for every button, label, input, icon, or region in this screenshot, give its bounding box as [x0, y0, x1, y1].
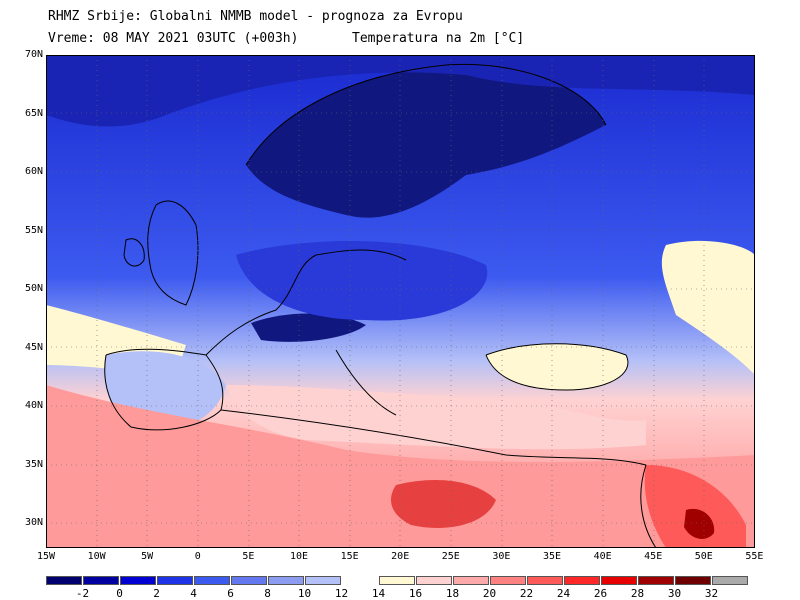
valid-time: Vreme: 08 MAY 2021 03UTC (+003h): [48, 31, 299, 46]
legend-swatch: [564, 576, 600, 585]
legend-swatch: [268, 576, 304, 585]
legend-label: 26: [593, 587, 608, 600]
lat-label: 30N: [24, 517, 43, 528]
lat-label: 55N: [24, 224, 43, 236]
field-name: Temperatura na 2m [°C]: [352, 31, 525, 46]
lon-label: 20E: [391, 551, 410, 562]
lon-label: 15E: [340, 551, 359, 562]
lat-label: 50N: [24, 283, 43, 294]
graticule: [46, 55, 755, 548]
legend-swatch: [342, 576, 378, 585]
mediterranean-mild: [226, 385, 646, 450]
legend-label: 12: [334, 587, 349, 600]
legend-swatch: [305, 576, 341, 585]
lon-label: 10W: [87, 551, 106, 562]
legend-label: 4: [190, 587, 197, 600]
coastlines: [104, 63, 657, 548]
legend-swatch: [675, 576, 711, 585]
lon-label: 0: [194, 551, 201, 562]
legend-label: -2: [75, 587, 90, 600]
black-sea-mild: [486, 343, 628, 390]
legend-swatch: [712, 576, 748, 585]
legend-swatch: [527, 576, 563, 585]
lon-label: 15W: [36, 551, 56, 562]
legend-swatch: [83, 576, 119, 585]
legend-label: 24: [556, 587, 571, 600]
lon-label: 25E: [441, 551, 460, 562]
libya-hot: [391, 480, 496, 528]
lat-label: 45N: [24, 341, 43, 353]
legend-label: 10: [297, 587, 312, 600]
lat-label: 60N: [24, 166, 43, 177]
legend-swatch: [46, 576, 82, 585]
legend-label: 28: [630, 587, 645, 600]
legend-label: 6: [227, 587, 234, 600]
legend-label: 22: [519, 587, 534, 600]
lon-label: 40E: [593, 551, 612, 562]
legend-swatch: [416, 576, 452, 585]
scandinavia-cold: [246, 64, 606, 218]
legend-label: 18: [445, 587, 460, 600]
lat-label: 40N: [24, 400, 43, 411]
arabia-hot: [644, 465, 746, 548]
legend-label: 2: [153, 587, 160, 600]
legend-label: 30: [667, 587, 682, 600]
lat-label: 70N: [24, 49, 43, 60]
lon-label: 55E: [745, 551, 764, 562]
legend-swatch: [157, 576, 193, 585]
legend-label: 16: [408, 587, 423, 600]
legend-swatch: [638, 576, 674, 585]
lon-label: 5E: [242, 551, 255, 562]
gulf-hottest: [684, 508, 715, 539]
russia-mild: [661, 240, 755, 375]
lat-label: 65N: [24, 107, 43, 119]
legend-label: 14: [371, 587, 386, 600]
lon-label: 10E: [289, 551, 309, 562]
temperature-map: [46, 55, 755, 548]
legend-swatch: [453, 576, 489, 585]
alps-cold: [251, 313, 366, 342]
legend-swatch: [194, 576, 230, 585]
legend-swatch: [231, 576, 267, 585]
lon-label: 50E: [694, 551, 713, 562]
lon-label: 45E: [644, 551, 663, 562]
legend-swatch: [120, 576, 156, 585]
legend-label: 8: [264, 587, 271, 600]
legend-swatch: [490, 576, 526, 585]
legend-label: 32: [704, 587, 719, 600]
north-atlantic-cold: [46, 55, 755, 127]
lon-label: 30E: [492, 551, 511, 562]
legend-swatch: [601, 576, 637, 585]
legend-label: 0: [116, 587, 123, 600]
lat-label: 35N: [24, 458, 43, 470]
north-africa-warm: [46, 385, 755, 548]
map-title: RHMZ Srbije: Globalni NMMB model - progn…: [48, 9, 463, 24]
color-legend: [46, 576, 749, 585]
lon-label: 35E: [542, 551, 562, 562]
lon-label: 5W: [141, 551, 154, 562]
legend-label: 20: [482, 587, 497, 600]
legend-swatch: [379, 576, 415, 585]
